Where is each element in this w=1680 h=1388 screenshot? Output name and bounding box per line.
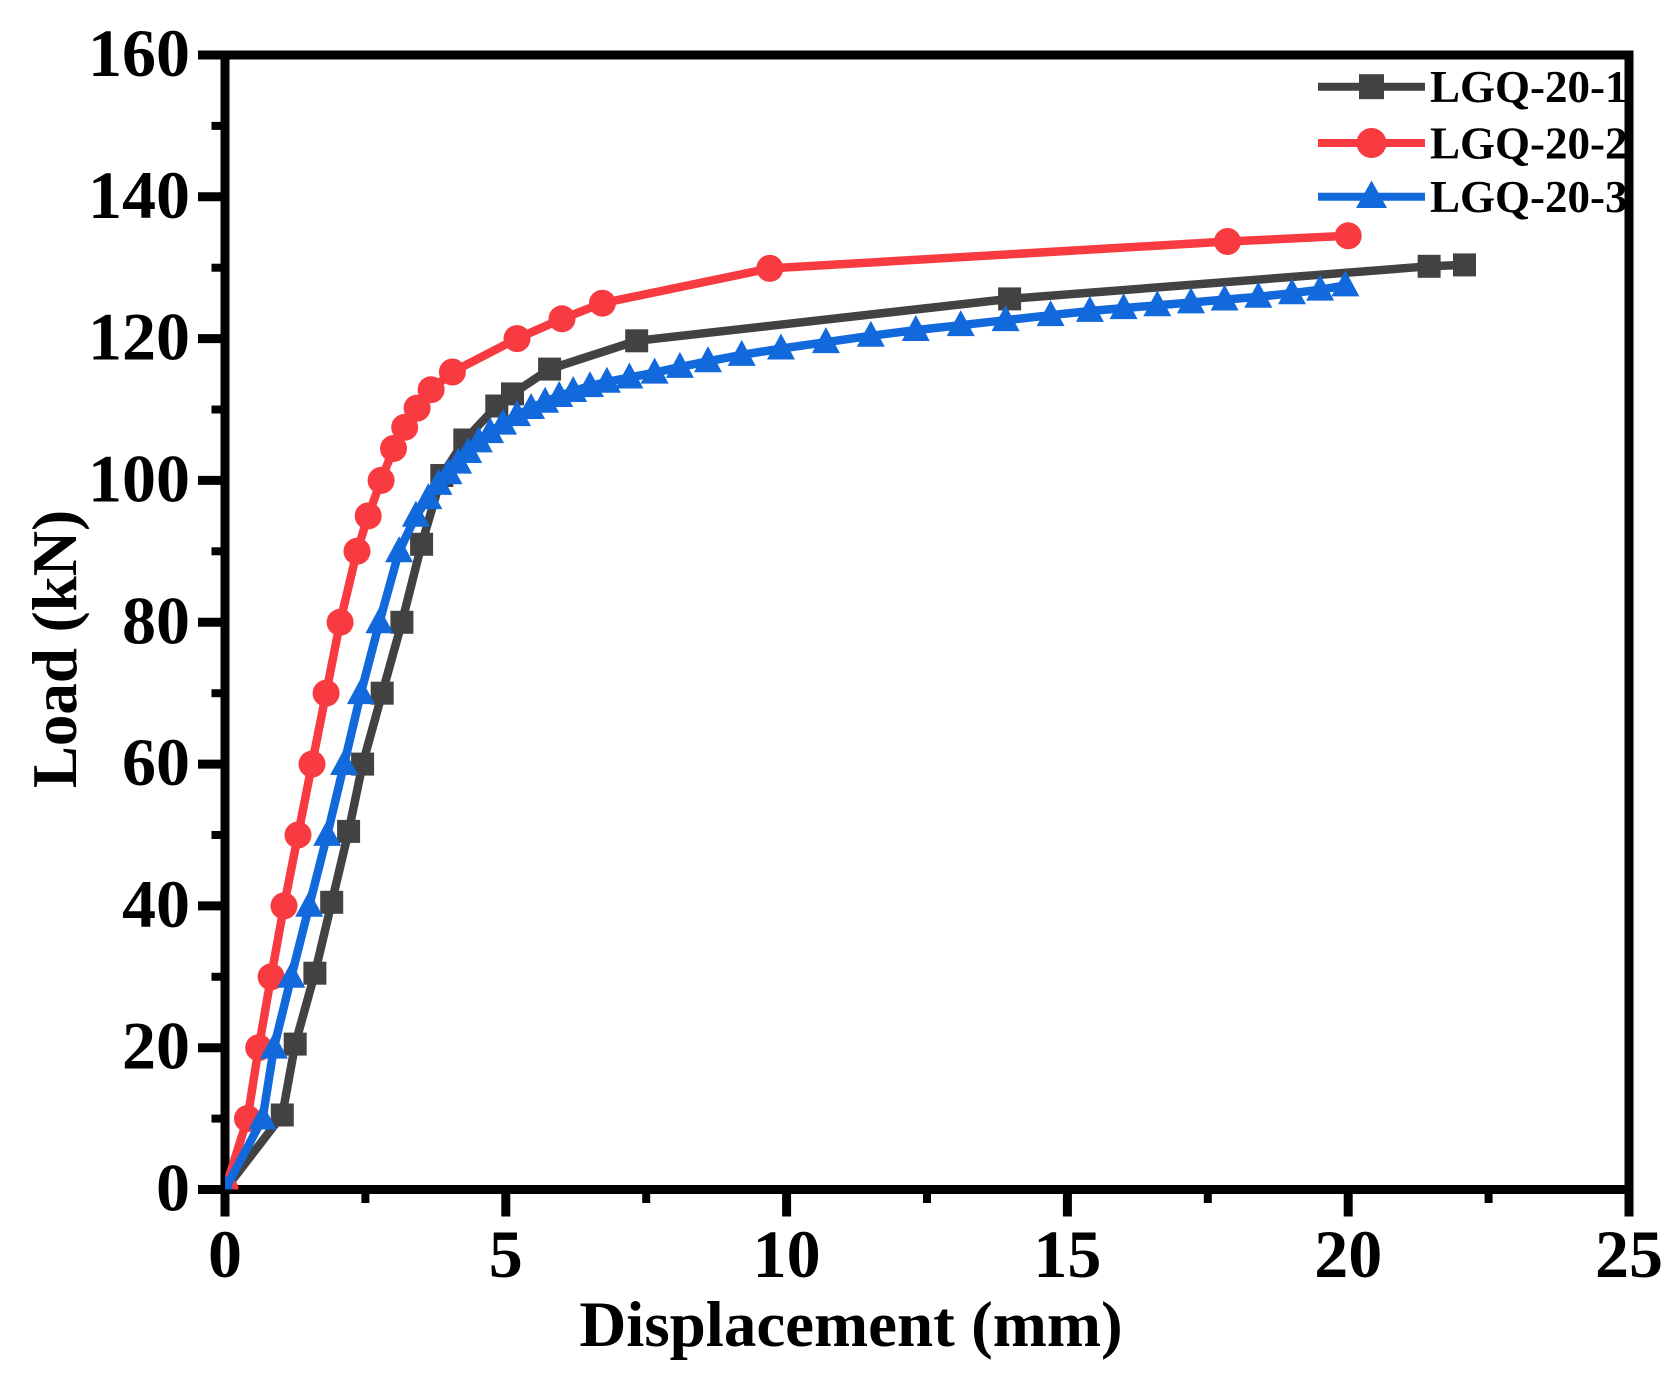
svg-text:100: 100 xyxy=(88,440,190,516)
svg-text:20: 20 xyxy=(122,1008,190,1084)
svg-text:160: 160 xyxy=(88,15,190,91)
svg-text:Displacement (mm): Displacement (mm) xyxy=(579,1289,1122,1361)
svg-text:15: 15 xyxy=(1033,1216,1101,1292)
svg-text:10: 10 xyxy=(753,1216,821,1292)
svg-text:0: 0 xyxy=(208,1216,242,1292)
svg-text:120: 120 xyxy=(88,299,190,375)
svg-text:Load (kN): Load (kN) xyxy=(20,510,90,788)
svg-text:140: 140 xyxy=(88,157,190,233)
svg-text:LGQ-20-3: LGQ-20-3 xyxy=(1430,172,1628,222)
svg-text:LGQ-20-1: LGQ-20-1 xyxy=(1430,62,1628,112)
svg-text:80: 80 xyxy=(122,582,190,658)
svg-text:5: 5 xyxy=(489,1216,523,1292)
svg-text:20: 20 xyxy=(1314,1216,1382,1292)
svg-text:60: 60 xyxy=(122,724,190,800)
svg-text:25: 25 xyxy=(1595,1216,1663,1292)
svg-text:LGQ-20-2: LGQ-20-2 xyxy=(1430,119,1628,169)
svg-text:0: 0 xyxy=(156,1150,190,1226)
svg-text:40: 40 xyxy=(122,866,190,942)
